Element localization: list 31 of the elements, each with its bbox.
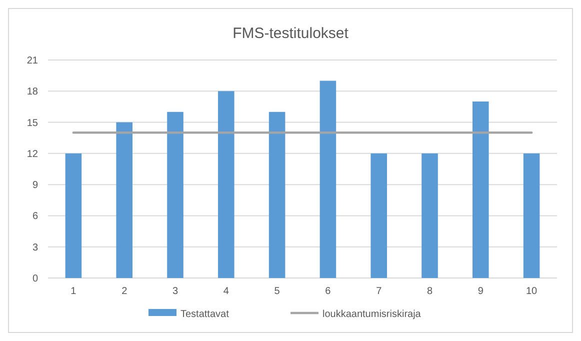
x-tick-label: 3 <box>172 286 178 297</box>
x-tick-label: 7 <box>376 286 382 297</box>
bar <box>218 91 234 278</box>
bar <box>320 80 336 278</box>
x-tick-label: 4 <box>223 286 230 297</box>
legend-label: loukkaantumisriskiraja <box>322 309 422 320</box>
y-tick-label: 6 <box>32 211 38 222</box>
bar <box>472 102 489 278</box>
x-tick-label: 8 <box>426 286 433 297</box>
y-tick-label: 12 <box>26 148 38 160</box>
bar <box>523 153 540 278</box>
x-tick-label: 2 <box>122 286 128 297</box>
x-tick-label: 5 <box>274 286 280 297</box>
bar <box>268 112 286 278</box>
y-tick-label: 3 <box>32 242 38 254</box>
bar <box>65 153 82 278</box>
y-tick-label: 9 <box>32 180 38 192</box>
bar <box>167 112 184 278</box>
bar <box>422 153 438 278</box>
x-tick-label: 9 <box>478 286 484 297</box>
chart-title: FMS-testitulokset <box>232 25 350 42</box>
legend-label: Testattavat <box>180 309 230 320</box>
y-tick-label: 21 <box>26 56 38 66</box>
x-tick-label: 6 <box>325 286 332 297</box>
x-tick-label: 1 <box>70 286 77 297</box>
y-tick-label: 0 <box>32 274 38 284</box>
bar <box>370 153 387 278</box>
bar <box>116 122 132 278</box>
x-tick-label: 10 <box>526 286 538 297</box>
y-tick-label: 18 <box>26 86 38 98</box>
y-tick-label: 15 <box>26 118 38 129</box>
